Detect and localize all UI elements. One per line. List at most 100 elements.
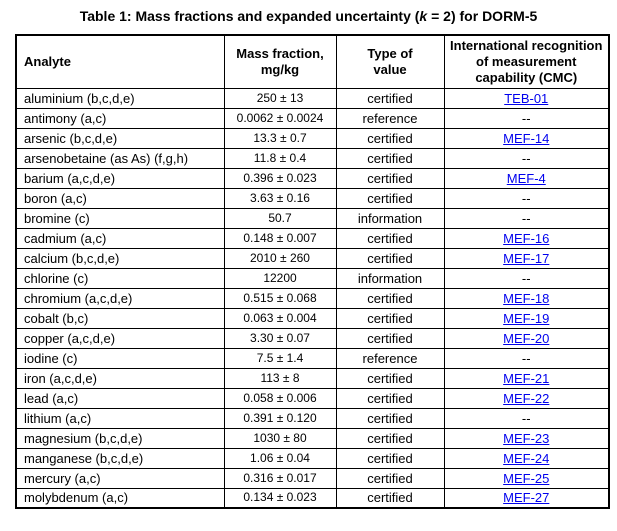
table-row: manganese (b,c,d,e) 1.06 ± 0.04 certified M…: [15, 447, 610, 469]
mass-fraction-cell: 0.316 ± 0.017: [223, 467, 337, 489]
analyte-cell: cadmium (a,c): [15, 227, 225, 249]
column-header-analyte: Analyte: [15, 34, 225, 89]
column-header-mass-fraction: Mass fraction, mg/kg: [223, 34, 337, 89]
column-header-type-of-value: Type of value: [335, 34, 445, 89]
type-of-value-cell: certified: [335, 247, 445, 269]
table-row: mercury (a,c) 0.316 ± 0.017 certified MEF-2…: [15, 467, 610, 489]
analyte-cell: chromium (a,c,d,e): [15, 287, 225, 309]
table-row: chromium (a,c,d,e) 0.515 ± 0.068 certified…: [15, 287, 610, 309]
cmc-cell: MEF-21: [443, 367, 610, 389]
cmc-cell: MEF-17: [443, 247, 610, 269]
type-of-value-cell: certified: [335, 87, 445, 109]
type-of-value-cell: reference: [335, 107, 445, 129]
analyte-cell: copper (a,c,d,e): [15, 327, 225, 349]
cmc-link[interactable]: TEB-01: [504, 90, 549, 106]
cmc-none: --: [443, 207, 610, 229]
cmc-link[interactable]: MEF-24: [503, 450, 550, 466]
analyte-cell: calcium (b,c,d,e): [15, 247, 225, 269]
mass-fraction-cell: 7.5 ± 1.4: [223, 347, 337, 369]
cmc-cell: MEF-16: [443, 227, 610, 249]
cmc-link[interactable]: MEF-20: [503, 330, 550, 346]
cmc-none: --: [443, 187, 610, 209]
cmc-link[interactable]: MEF-27: [503, 490, 550, 506]
table-row: lithium (a,c) 0.391 ± 0.120 certified --: [15, 407, 610, 429]
mass-fraction-cell: 1.06 ± 0.04: [223, 447, 337, 469]
type-of-value-cell: certified: [335, 367, 445, 389]
type-of-value-cell: certified: [335, 447, 445, 469]
mass-fraction-cell: 0.515 ± 0.068: [223, 287, 337, 309]
cmc-cell: MEF-23: [443, 427, 610, 449]
mass-fraction-cell: 3.63 ± 0.16: [223, 187, 337, 209]
mass-fraction-cell: 0.058 ± 0.006: [223, 387, 337, 409]
analyte-cell: lead (a,c): [15, 387, 225, 409]
analyte-cell: iron (a,c,d,e): [15, 367, 225, 389]
type-of-value-cell: reference: [335, 347, 445, 369]
type-of-value-cell: certified: [335, 407, 445, 429]
mass-fraction-cell: 0.134 ± 0.023: [223, 487, 337, 509]
cmc-link[interactable]: MEF-16: [503, 230, 550, 246]
cmc-none: --: [443, 347, 610, 369]
cmc-cell: MEF-27: [443, 487, 610, 509]
title-text-suffix: = 2) for DORM-5: [427, 8, 538, 24]
cmc-link[interactable]: MEF-4: [506, 170, 546, 186]
cmc-cell: MEF-19: [443, 307, 610, 329]
cmc-none: --: [443, 407, 610, 429]
analyte-cell: aluminium (b,c,d,e): [15, 87, 225, 109]
cmc-cell: MEF-14: [443, 127, 610, 149]
mass-fraction-cell: 13.3 ± 0.7: [223, 127, 337, 149]
table-row: barium (a,c,d,e) 0.396 ± 0.023 certified ME…: [15, 167, 610, 189]
cmc-link[interactable]: MEF-21: [503, 370, 550, 386]
type-of-value-cell: certified: [335, 227, 445, 249]
type-of-value-cell: certified: [335, 307, 445, 329]
analyte-cell: bromine (c): [15, 207, 225, 229]
cmc-cell: MEF-20: [443, 327, 610, 349]
analyte-cell: chlorine (c): [15, 267, 225, 289]
table-row: cadmium (a,c) 0.148 ± 0.007 certified MEF-1…: [15, 227, 610, 249]
cmc-cell: MEF-4: [443, 167, 610, 189]
cmc-link[interactable]: MEF-18: [503, 290, 550, 306]
table-row: iron (a,c,d,e) 113 ± 8 certified MEF-21: [15, 367, 610, 389]
type-of-value-cell: certified: [335, 467, 445, 489]
table-title: Table 1: Mass fractions and expanded unc…: [0, 7, 617, 25]
analyte-cell: manganese (b,c,d,e): [15, 447, 225, 469]
analyte-cell: lithium (a,c): [15, 407, 225, 429]
mass-fraction-cell: 12200: [223, 267, 337, 289]
table-row: arsenobetaine (as As) (f,g,h) 11.8 ± 0.4 c…: [15, 147, 610, 169]
analyte-cell: magnesium (b,c,d,e): [15, 427, 225, 449]
mass-fraction-cell: 250 ± 13: [223, 87, 337, 109]
mass-fraction-cell: 50.7: [223, 207, 337, 229]
table-row: magnesium (b,c,d,e) 1030 ± 80 certified MEF…: [15, 427, 610, 449]
type-of-value-cell: certified: [335, 327, 445, 349]
title-text-prefix: Table 1: Mass fractions and expanded unc…: [79, 8, 420, 24]
mass-fraction-cell: 3.30 ± 0.07: [223, 327, 337, 349]
table-header-row: Analyte Mass fraction, mg/kg Type of val…: [15, 34, 610, 89]
table-row: lead (a,c) 0.058 ± 0.006 certified MEF-22: [15, 387, 610, 409]
type-of-value-cell: certified: [335, 167, 445, 189]
type-of-value-cell: information: [335, 267, 445, 289]
type-of-value-cell: certified: [335, 187, 445, 209]
table-row: calcium (b,c,d,e) 2010 ± 260 certified MEF-…: [15, 247, 610, 269]
mass-fraction-cell: 0.391 ± 0.120: [223, 407, 337, 429]
table-row: arsenic (b,c,d,e) 13.3 ± 0.7 certified MEF-…: [15, 127, 610, 149]
cmc-link[interactable]: MEF-25: [503, 470, 550, 486]
type-of-value-cell: certified: [335, 287, 445, 309]
cmc-link[interactable]: MEF-19: [503, 310, 550, 326]
analyte-cell: mercury (a,c): [15, 467, 225, 489]
table-row: iodine (c) 7.5 ± 1.4 reference --: [15, 347, 610, 369]
type-of-value-cell: information: [335, 207, 445, 229]
cmc-link[interactable]: MEF-23: [503, 430, 550, 446]
analyte-cell: barium (a,c,d,e): [15, 167, 225, 189]
analyte-cell: cobalt (b,c): [15, 307, 225, 329]
table-row: boron (a,c) 3.63 ± 0.16 certified --: [15, 187, 610, 209]
analyte-cell: molybdenum (a,c): [15, 487, 225, 509]
mass-fraction-cell: 0.0062 ± 0.0024: [223, 107, 337, 129]
cmc-cell: TEB-01: [443, 87, 610, 109]
mass-fraction-cell: 113 ± 8: [223, 367, 337, 389]
type-of-value-cell: certified: [335, 427, 445, 449]
cmc-link[interactable]: MEF-17: [503, 250, 550, 266]
cmc-link[interactable]: MEF-14: [503, 130, 550, 146]
table-body: aluminium (b,c,d,e) 250 ± 13 certified TEB-…: [15, 87, 610, 509]
mass-fraction-cell: 2010 ± 260: [223, 247, 337, 269]
cmc-link[interactable]: MEF-22: [503, 390, 550, 406]
cmc-none: --: [443, 147, 610, 169]
